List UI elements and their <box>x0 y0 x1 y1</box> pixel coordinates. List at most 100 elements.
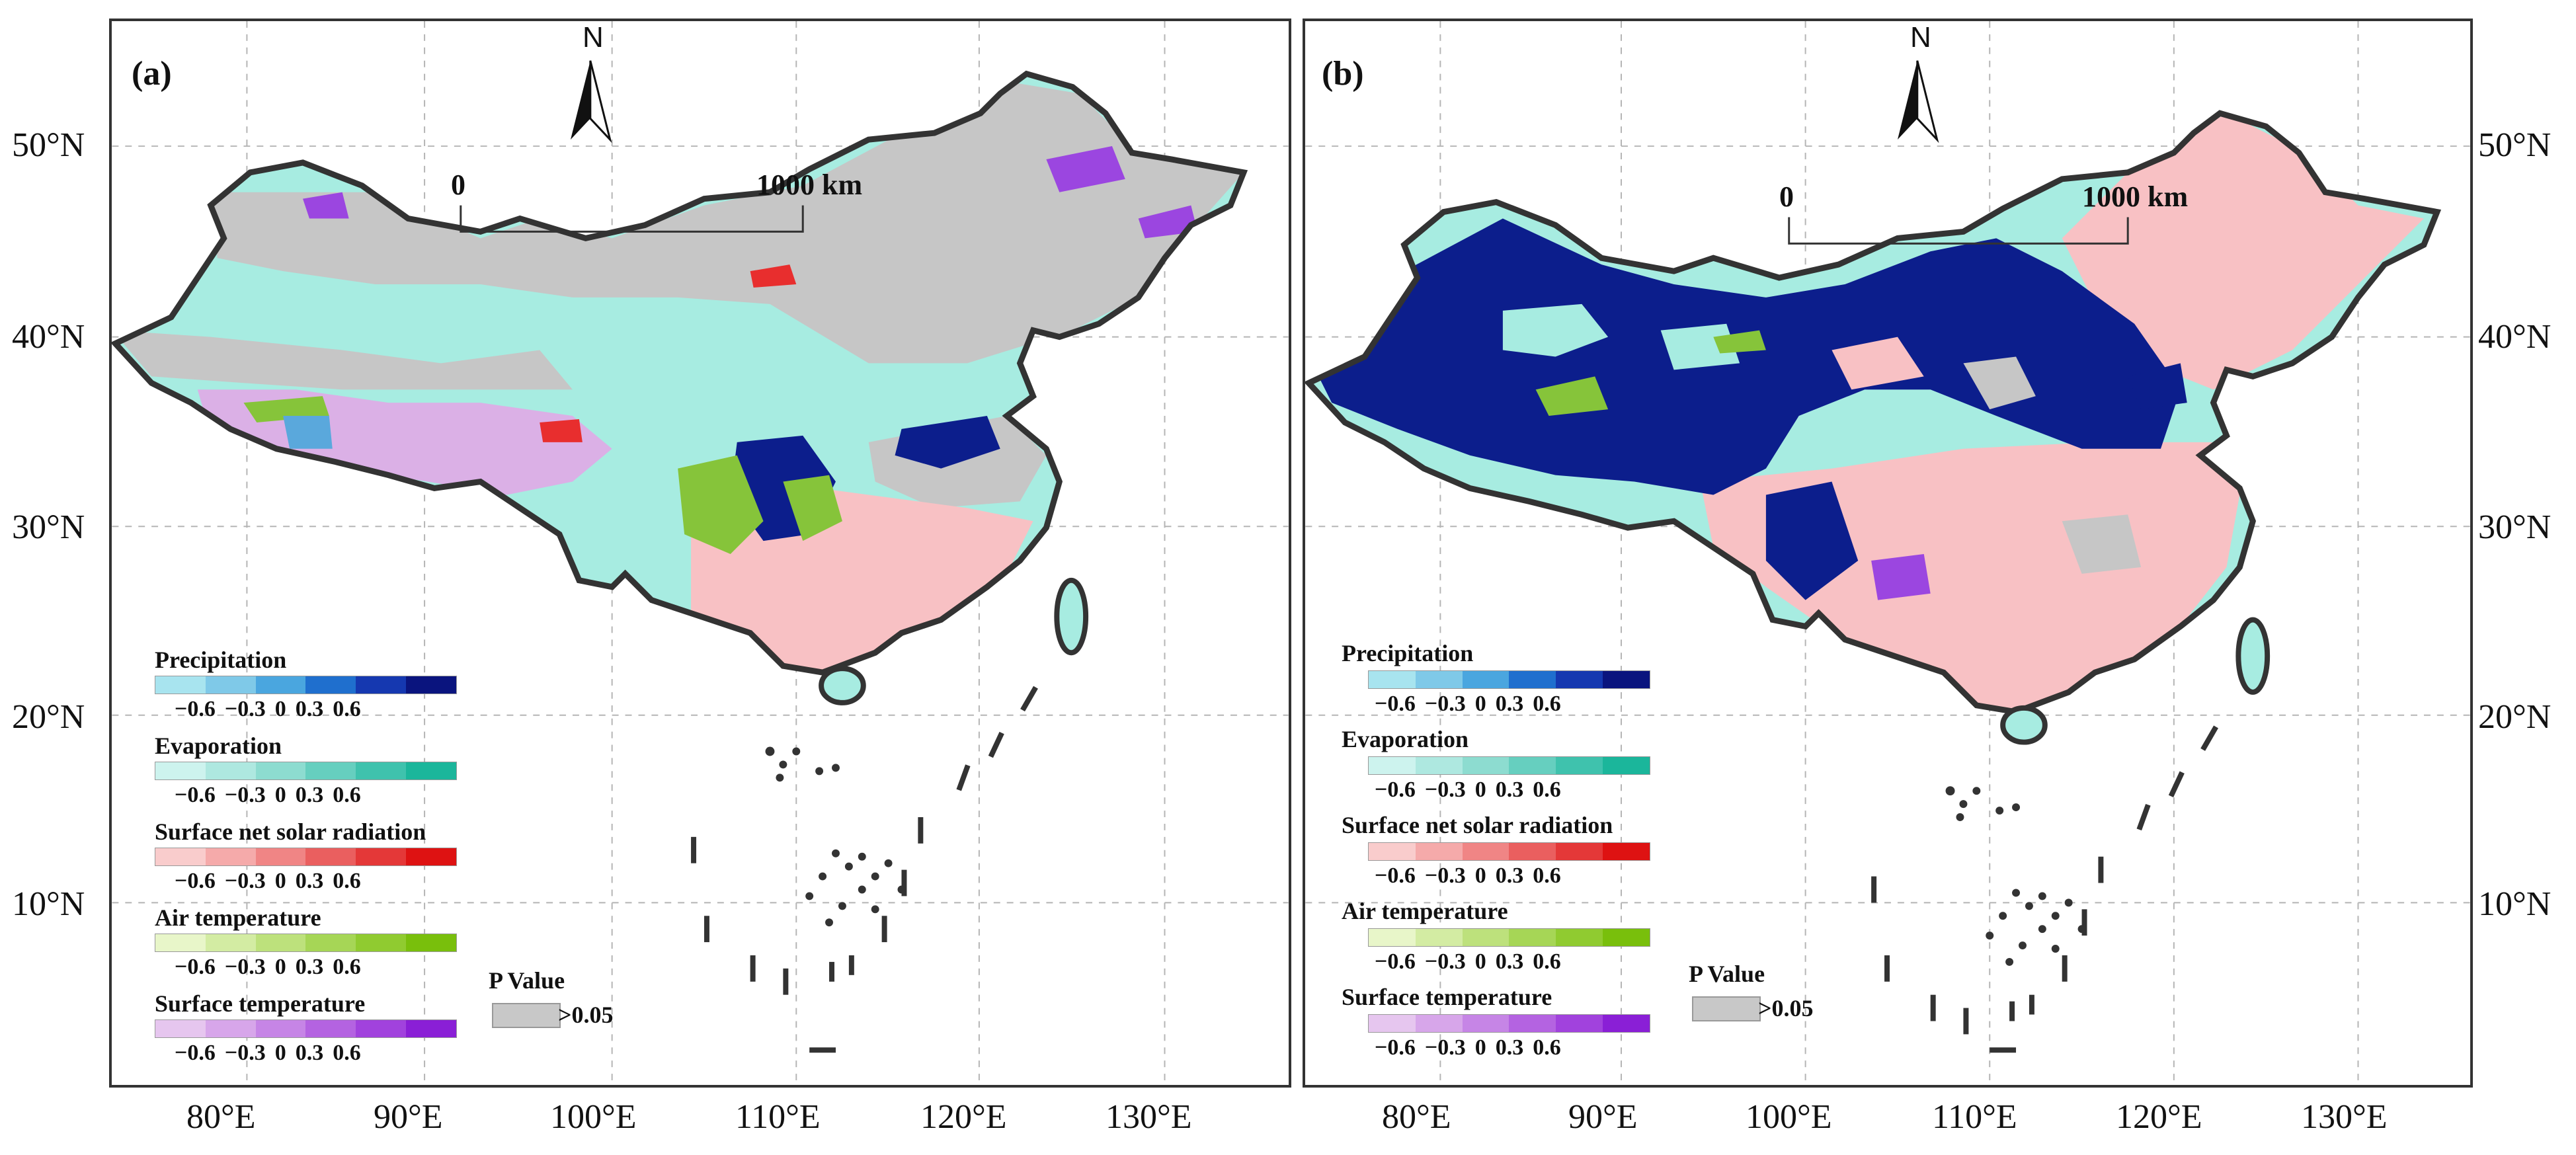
legend-tick-label: −0.3 <box>1424 863 1466 888</box>
lon-label-120e: 120°E <box>2116 1098 2202 1136</box>
legend-pvalue-swatch <box>492 1003 561 1028</box>
legend-swatch <box>1603 929 1650 946</box>
legend-swatch <box>305 934 356 951</box>
region-gray-middle <box>115 330 573 390</box>
legend-swatch <box>255 762 306 779</box>
lon-label-80e: 80°E <box>186 1098 256 1136</box>
map-panel-a: (a) N 0 1000 km Precipitation −0.6 −0.3 0 0… <box>109 19 1291 1088</box>
region-green-center <box>1713 330 1766 354</box>
region-navy-south <box>1765 481 1859 600</box>
lat-label-10n: 10°N <box>12 885 85 923</box>
legend-swatch <box>1415 1015 1463 1032</box>
legend-swatch <box>1509 757 1556 774</box>
lat-label-10n: 10°N <box>2478 885 2552 923</box>
legend-tick-label: −0.6 <box>175 1041 216 1065</box>
legend-tick-label: 0.6 <box>333 783 361 807</box>
legend-tick-label: 0.6 <box>1533 692 1561 716</box>
region-purple-xinjiang <box>302 192 349 219</box>
legend-swatch <box>1369 757 1416 774</box>
lon-label-130e: 130°E <box>1106 1098 1192 1136</box>
legend-tick-label: −0.3 <box>224 697 266 721</box>
legend-tick-label: −0.6 <box>175 955 216 979</box>
legend-evaporation-ticks: −0.6 −0.3 0 0.3 0.6 <box>1375 777 1561 803</box>
legend-precipitation-title: Precipitation <box>155 647 287 673</box>
legend-pvalue-swatch <box>1692 996 1761 1021</box>
lon-label-110e: 110°E <box>735 1098 821 1136</box>
south-sea-islands <box>1871 725 2218 1053</box>
legend-tick-label: 0.3 <box>295 1041 324 1065</box>
region-green-west <box>1535 376 1609 417</box>
legend-swatch <box>406 762 456 779</box>
region-navy-east <box>895 416 1000 469</box>
region-pink-south <box>1700 442 2240 712</box>
legend-swatch <box>1509 929 1556 946</box>
legend-tick-label: 0 <box>274 783 286 807</box>
legend-swatch <box>1462 929 1509 946</box>
legend-swatch <box>406 934 456 951</box>
region-red-tibet <box>540 419 583 442</box>
legend-pvalue-text: >0.05 <box>1758 995 1814 1021</box>
legend-surface-temperature-title: Surface temperature <box>155 990 366 1017</box>
legend-swatch <box>305 848 356 865</box>
lat-label-20n: 20°N <box>2478 698 2552 736</box>
legend-tick-label: 0.6 <box>1533 949 1561 974</box>
legend-swatch <box>205 676 256 694</box>
legend-air-temperature-title: Air temperature <box>155 904 321 931</box>
lat-label-50n: 50°N <box>2478 126 2552 164</box>
legend-tick-label: −0.3 <box>1424 949 1466 974</box>
legend-swatch <box>305 1020 356 1037</box>
legend-swatch <box>1415 757 1463 774</box>
legend-tick-label: −0.6 <box>1375 949 1416 974</box>
region-red-north <box>750 264 797 288</box>
scale-bar <box>1788 217 2129 245</box>
legend-tick-label: 0.3 <box>295 697 324 721</box>
scale-end-label: 1000 km <box>2082 180 2189 213</box>
taiwan-island <box>2235 617 2271 695</box>
legend-surface-temperature-scale <box>155 1019 457 1038</box>
legend-precipitation-scale <box>1368 670 1650 689</box>
legend-solar-radiation-title: Surface net solar radiation <box>1342 812 1613 838</box>
legend-tick-label: −0.3 <box>224 1041 266 1065</box>
legend-solar-radiation-title: Surface net solar radiation <box>155 818 426 845</box>
legend-tick-label: 0.6 <box>333 1041 361 1065</box>
legend-tick-label: 0.6 <box>1533 863 1561 888</box>
legend-swatch <box>1415 671 1463 688</box>
panel-label: (b) <box>1322 55 1364 93</box>
legend-tick-label: −0.3 <box>224 869 266 893</box>
legend-tick-label: −0.6 <box>1375 777 1416 802</box>
legend-swatch <box>1415 843 1463 860</box>
legend-tick-label: 0.6 <box>333 697 361 721</box>
legend-tick-label: 0.6 <box>333 869 361 893</box>
legend-tick-label: 0.3 <box>295 783 324 807</box>
legend-swatch <box>155 848 206 865</box>
legend-swatch <box>255 848 306 865</box>
legend-swatch <box>1556 671 1603 688</box>
legend-precipitation-ticks: −0.6 −0.3 0 0.3 0.6 <box>175 697 361 722</box>
legend-tick-label: −0.6 <box>175 697 216 721</box>
legend-swatch <box>1509 1015 1556 1032</box>
legend-swatch <box>1556 843 1603 860</box>
lat-label-30n: 30°N <box>12 508 85 546</box>
legend-tick-label: −0.3 <box>1424 777 1466 802</box>
legend-tick-label: 0.6 <box>1533 1035 1561 1060</box>
legend-tick-label: 0 <box>1474 863 1486 888</box>
legend-surface-temperature-scale <box>1368 1014 1650 1033</box>
legend-swatch <box>155 934 206 951</box>
legend-tick-label: −0.6 <box>1375 1035 1416 1060</box>
legend-pvalue-title: P Value <box>1689 961 1765 987</box>
north-label: N <box>1910 21 1931 54</box>
map-canvas <box>112 21 1289 1085</box>
region-base-patch-1 <box>1502 303 1609 357</box>
legend-surface-temperature-ticks: −0.6 −0.3 0 0.3 0.6 <box>1375 1035 1561 1060</box>
legend-swatch <box>305 762 356 779</box>
lon-label-80e: 80°E <box>1382 1098 1451 1136</box>
region-base-patch-2 <box>1660 323 1740 370</box>
legend-air-temperature-ticks: −0.6 −0.3 0 0.3 0.6 <box>175 955 361 980</box>
legend-tick-label: 0 <box>274 697 286 721</box>
legend-tick-label: 0 <box>1474 777 1486 802</box>
legend-pvalue-text: >0.05 <box>558 1002 614 1028</box>
legend-evaporation-scale <box>155 762 457 780</box>
legend-swatch <box>1415 929 1463 946</box>
legend-swatch <box>1603 757 1650 774</box>
legend-swatch <box>1462 843 1509 860</box>
